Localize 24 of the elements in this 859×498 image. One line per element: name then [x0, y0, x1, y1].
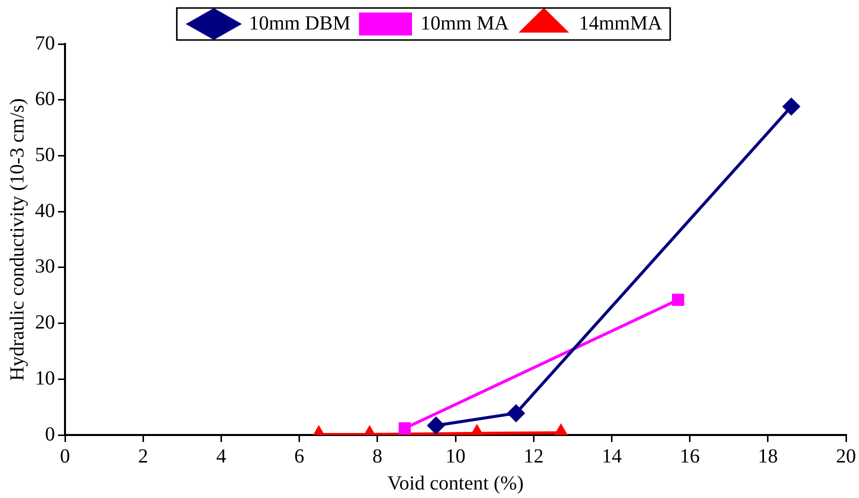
- y-axis-title: Hydraulic conductivity (10-3 cm/s): [6, 98, 28, 381]
- y-tick-label: 60: [35, 88, 55, 110]
- x-tick-label: 2: [138, 445, 148, 468]
- y-tick-label: 10: [35, 367, 55, 390]
- y-tick-label: 0: [45, 423, 55, 446]
- x-tick-label: 6: [294, 445, 304, 468]
- y-tick-label: 40: [35, 200, 55, 222]
- legend-label: 14mmMA: [578, 12, 663, 34]
- y-tick-label: 30: [35, 256, 55, 278]
- x-tick-label: 12: [524, 445, 544, 468]
- y-tick-label: 50: [35, 144, 55, 166]
- x-tick-label: 8: [372, 445, 382, 468]
- x-tick-label: 18: [758, 445, 778, 468]
- legend-label: 10mm DBM: [248, 12, 351, 34]
- x-tick-label: 10: [446, 445, 466, 468]
- x-axis-title: Void content (%): [387, 472, 524, 494]
- x-tick-label: 0: [60, 445, 70, 468]
- y-tick-label: 70: [35, 32, 55, 54]
- x-tick-label: 4: [216, 445, 226, 468]
- x-tick-label: 14: [602, 445, 622, 468]
- x-tick-label: 20: [836, 445, 856, 468]
- y-tick-label: 20: [35, 312, 55, 334]
- x-tick-label: 16: [680, 445, 700, 468]
- legend-label: 10mm MA: [420, 12, 510, 34]
